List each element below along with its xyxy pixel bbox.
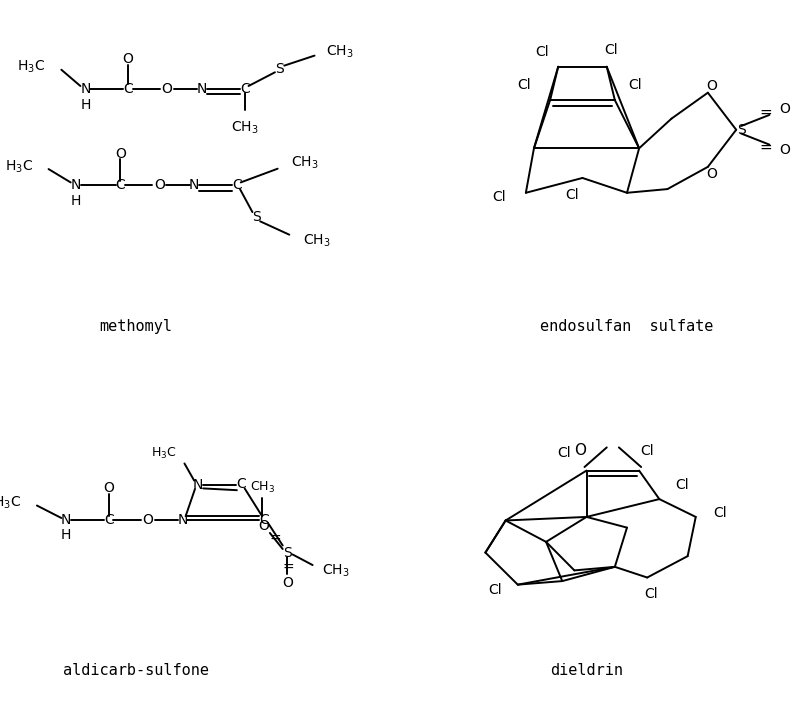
Text: C: C bbox=[236, 477, 246, 491]
Text: =: = bbox=[759, 105, 772, 120]
Text: O: O bbox=[104, 481, 114, 496]
Text: C: C bbox=[123, 82, 133, 96]
Text: $\mathregular{H_3C}$: $\mathregular{H_3C}$ bbox=[151, 446, 176, 461]
Text: $\mathregular{CH_3}$: $\mathregular{CH_3}$ bbox=[291, 155, 319, 171]
Text: S: S bbox=[283, 545, 292, 560]
Text: Cl: Cl bbox=[714, 506, 726, 520]
Text: O: O bbox=[259, 519, 269, 533]
Text: Cl: Cl bbox=[675, 478, 688, 492]
Text: $\mathregular{CH_3}$: $\mathregular{CH_3}$ bbox=[303, 232, 331, 250]
Text: N: N bbox=[70, 178, 81, 193]
Text: Cl: Cl bbox=[645, 587, 658, 600]
Text: C: C bbox=[116, 178, 125, 193]
Text: S: S bbox=[275, 61, 284, 76]
Text: =: = bbox=[282, 560, 294, 575]
Text: O: O bbox=[162, 82, 172, 96]
Text: C: C bbox=[239, 82, 249, 96]
Text: Cl: Cl bbox=[536, 45, 549, 59]
Text: O: O bbox=[123, 52, 133, 66]
Text: O: O bbox=[706, 79, 718, 93]
Text: S: S bbox=[737, 123, 745, 137]
Text: C: C bbox=[232, 178, 242, 193]
Text: dieldrin: dieldrin bbox=[550, 662, 623, 678]
Text: O: O bbox=[779, 143, 790, 157]
Text: Cl: Cl bbox=[641, 444, 654, 458]
Text: =: = bbox=[759, 140, 772, 155]
Text: O: O bbox=[779, 103, 790, 116]
Text: Cl: Cl bbox=[517, 78, 531, 92]
Text: O: O bbox=[282, 576, 293, 590]
Text: C: C bbox=[259, 513, 269, 528]
Text: N: N bbox=[177, 513, 188, 528]
Text: O: O bbox=[706, 168, 718, 181]
Text: Cl: Cl bbox=[489, 583, 502, 597]
Text: Cl: Cl bbox=[493, 190, 506, 203]
Text: methomyl: methomyl bbox=[100, 319, 172, 334]
Text: $\mathregular{H_3C}$: $\mathregular{H_3C}$ bbox=[16, 58, 44, 75]
Text: aldicarb-sulfone: aldicarb-sulfone bbox=[63, 662, 209, 678]
Text: O: O bbox=[142, 513, 153, 528]
Text: O: O bbox=[115, 147, 126, 161]
Text: Cl: Cl bbox=[557, 446, 571, 460]
Text: O: O bbox=[154, 178, 165, 193]
Text: Cl: Cl bbox=[565, 188, 579, 202]
Text: N: N bbox=[80, 82, 91, 96]
Text: $\mathregular{H_3C}$: $\mathregular{H_3C}$ bbox=[5, 158, 33, 175]
Text: $\mathregular{CH_3}$: $\mathregular{CH_3}$ bbox=[249, 480, 275, 496]
Text: N: N bbox=[61, 513, 71, 528]
Text: $\mathregular{CH_3}$: $\mathregular{CH_3}$ bbox=[231, 120, 258, 136]
Text: $\mathregular{CH_3}$: $\mathregular{CH_3}$ bbox=[326, 43, 354, 60]
Text: =: = bbox=[269, 532, 281, 546]
Text: endosulfan  sulfate: endosulfan sulfate bbox=[540, 319, 714, 334]
Text: Cl: Cl bbox=[604, 43, 617, 57]
Text: $\mathregular{H_3C}$: $\mathregular{H_3C}$ bbox=[0, 494, 21, 511]
Text: Cl: Cl bbox=[629, 78, 642, 92]
Text: C: C bbox=[104, 513, 113, 528]
Text: H: H bbox=[80, 98, 91, 111]
Text: S: S bbox=[252, 210, 260, 224]
Text: N: N bbox=[193, 478, 203, 492]
Text: H: H bbox=[61, 528, 71, 543]
Text: O: O bbox=[574, 443, 587, 458]
Text: $\mathregular{CH_3}$: $\mathregular{CH_3}$ bbox=[322, 563, 350, 580]
Text: H: H bbox=[70, 194, 81, 208]
Text: N: N bbox=[197, 82, 207, 96]
Text: N: N bbox=[189, 178, 199, 193]
